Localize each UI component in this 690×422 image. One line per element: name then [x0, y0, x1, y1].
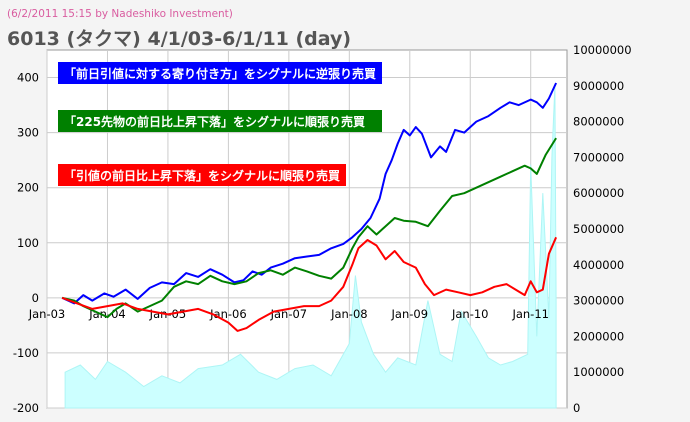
y-left-tick-label: -100 — [13, 346, 39, 360]
y-right-tick-label: 8000000 — [573, 115, 624, 129]
y-right-tick-label: 1000000 — [573, 365, 624, 379]
x-tick-label: Jan-03 — [28, 307, 66, 321]
legend-label: 「引値の前日比上昇下落」をシグナルに順張り売買 — [64, 168, 340, 183]
legend-box — [58, 110, 382, 132]
series-line-1 — [61, 137, 557, 319]
legend-box — [58, 164, 346, 186]
plot-area — [46, 49, 568, 409]
y-right-tick-label: 6000000 — [573, 186, 624, 200]
x-tick-label: Jan-06 — [209, 307, 247, 321]
y-right-tick-label: 3000000 — [573, 294, 624, 308]
series-line-0 — [61, 82, 558, 305]
series-volume — [64, 85, 557, 409]
y-right-tick-label: 0 — [573, 401, 580, 415]
y-left-tick-label: -200 — [13, 401, 39, 415]
series-line-2 — [61, 236, 558, 332]
legend-label: 「225先物の前日比上昇下落」をシグナルに順張り売買 — [64, 114, 365, 129]
legend-label: 「前日引値に対する寄り付き方」をシグナルに逆張り売買 — [64, 66, 376, 81]
y-left-tick-label: 200 — [17, 181, 39, 195]
y-left-tick-label: 0 — [32, 291, 39, 305]
y-right-tick-label: 5000000 — [573, 222, 624, 236]
y-right-tick-label: 4000000 — [573, 258, 624, 272]
legend-box — [58, 62, 382, 84]
x-tick-label: Jan-08 — [330, 307, 368, 321]
y-left-tick-label: 300 — [17, 126, 39, 140]
x-tick-label: Jan-09 — [391, 307, 429, 321]
y-right-tick-label: 9000000 — [573, 79, 624, 93]
x-tick-label: Jan-10 — [451, 307, 489, 321]
y-right-tick-label: 10000000 — [573, 43, 632, 57]
y-left-tick-label: 100 — [17, 236, 39, 250]
chart-title: 6013 (タクマ) 4/1/03-6/1/11 (day) — [7, 28, 352, 50]
timestamp-text: (6/2/2011 15:15 by Nadeshiko Investment) — [7, 8, 233, 20]
y-right-tick-label: 7000000 — [573, 150, 624, 164]
y-right-tick-label: 2000000 — [573, 329, 624, 343]
y-left-tick-label: 400 — [17, 71, 39, 85]
x-tick-label: Jan-11 — [511, 307, 549, 321]
